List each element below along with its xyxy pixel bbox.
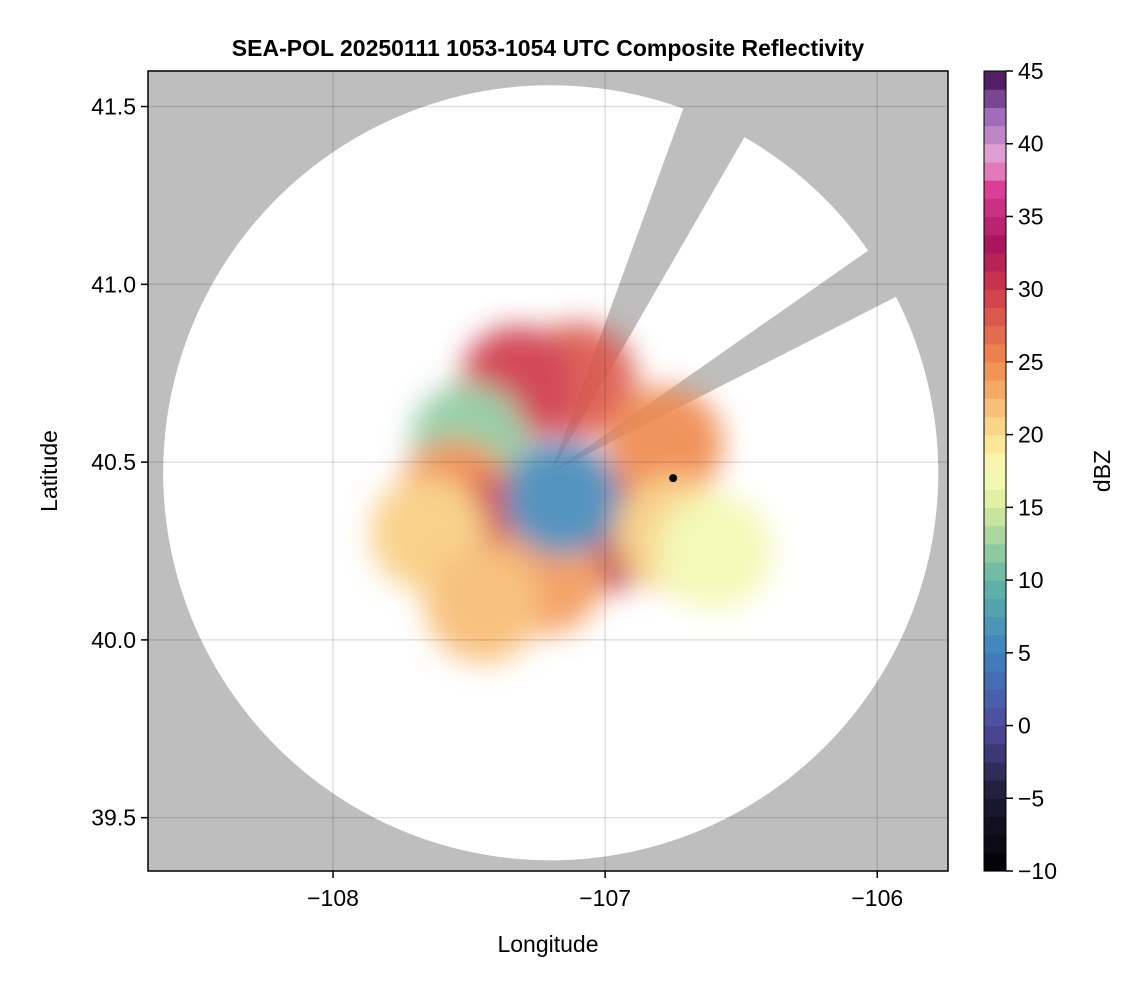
x-tick-label: −106 xyxy=(851,885,903,911)
y-tick-label: 41.0 xyxy=(91,271,136,297)
colorbar-frame xyxy=(983,70,1007,872)
colorbar-tick-label: 0 xyxy=(1018,713,1031,739)
colorbar-segment xyxy=(984,89,1006,108)
colorbar-segment xyxy=(984,671,1006,690)
echo-cell xyxy=(424,546,541,663)
plot-frame xyxy=(147,70,949,872)
colorbar-segment xyxy=(984,652,1006,672)
colorbar-segment xyxy=(984,543,1006,563)
colorbar-tick-label: −5 xyxy=(1018,785,1044,811)
colorbar-segment xyxy=(984,198,1006,218)
colorbar-segment xyxy=(984,307,1006,327)
y-tick-label: 39.5 xyxy=(91,805,136,831)
colorbar-segment xyxy=(984,761,1006,781)
colorbar-segment xyxy=(984,598,1006,618)
y-tick-label: 40.5 xyxy=(91,449,136,475)
colorbar-segment xyxy=(984,616,1006,636)
colorbar-tick-label: 30 xyxy=(1018,276,1044,302)
colorbar-segment xyxy=(984,216,1006,236)
colorbar-segment xyxy=(984,471,1006,490)
colorbar-segment xyxy=(984,743,1006,763)
colorbar-segment xyxy=(984,416,1006,436)
colorbar-segment xyxy=(984,361,1006,381)
colorbar-segment xyxy=(984,180,1006,199)
colorbar-segment xyxy=(984,780,1006,799)
colorbar-segment xyxy=(984,852,1006,872)
colorbar-segment xyxy=(984,143,1006,163)
colorbar-segment xyxy=(984,689,1006,708)
colorbar-segment xyxy=(984,634,1006,654)
colorbar-tick-label: 15 xyxy=(1018,494,1044,520)
colorbar-segment xyxy=(984,161,1006,181)
colorbar-segment xyxy=(984,343,1006,363)
colorbar-segment xyxy=(984,271,1006,290)
colorbar-segment xyxy=(984,525,1006,545)
location-marker xyxy=(669,474,678,483)
x-tick-label: −108 xyxy=(307,885,359,911)
colorbar-label: dBZ xyxy=(1089,450,1115,492)
y-axis-ticks: 39.5 40.0 40.5 41.0 41.5 xyxy=(91,94,148,831)
colorbar-segment xyxy=(984,71,1006,90)
colorbar-segment xyxy=(984,507,1006,527)
colorbar-segment xyxy=(984,452,1006,472)
colorbar-segment xyxy=(984,489,1006,508)
colorbar-segment xyxy=(984,107,1006,127)
colorbar-segment xyxy=(984,398,1006,418)
x-axis-ticks: −108 −107 −106 xyxy=(307,871,903,911)
y-axis-label: Latitude xyxy=(36,430,62,512)
colorbar-tick-label: −10 xyxy=(1018,858,1057,884)
colorbar-tick-label: 45 xyxy=(1018,58,1044,84)
reflectivity-echoes xyxy=(370,322,772,663)
colorbar-segment xyxy=(984,434,1006,454)
echo-cell xyxy=(607,386,724,503)
colorbar-tick-label: 10 xyxy=(1018,567,1044,593)
grid-lines xyxy=(148,71,948,871)
colorbar-segment xyxy=(984,816,1006,836)
colorbar-segment xyxy=(984,725,1006,745)
colorbar-segment xyxy=(984,580,1006,599)
colorbar-segment xyxy=(984,707,1006,727)
y-tick-label: 41.5 xyxy=(91,94,136,120)
colorbar-segment xyxy=(984,234,1006,254)
colorbar-segment xyxy=(984,380,1006,399)
colorbar-tick-label: 5 xyxy=(1018,640,1031,666)
colorbar-tick-label: 40 xyxy=(1018,131,1044,157)
colorbar-segment xyxy=(984,325,1006,345)
colorbar-tick-label: 35 xyxy=(1018,203,1044,229)
colorbar-segment xyxy=(984,289,1006,308)
x-tick-label: −107 xyxy=(579,885,631,911)
colorbar-segment xyxy=(984,125,1006,145)
colorbar-segment xyxy=(984,252,1006,272)
y-tick-label: 40.0 xyxy=(91,627,136,653)
colorbar-segment xyxy=(984,798,1006,818)
colorbar: −10 −5 0 5 10 15 20 25 30 35 40 45 xyxy=(983,58,1057,884)
colorbar-segment xyxy=(984,561,1006,581)
echo-cell xyxy=(655,493,772,609)
colorbar-tick-label: 20 xyxy=(1018,422,1044,448)
colorbar-segment xyxy=(984,834,1006,854)
echo-cell xyxy=(503,439,620,556)
colorbar-tick-label: 25 xyxy=(1018,349,1044,375)
chart-title: SEA-POL 20250111 1053-1054 UTC Composite… xyxy=(232,35,865,61)
x-axis-label: Longitude xyxy=(497,931,598,957)
